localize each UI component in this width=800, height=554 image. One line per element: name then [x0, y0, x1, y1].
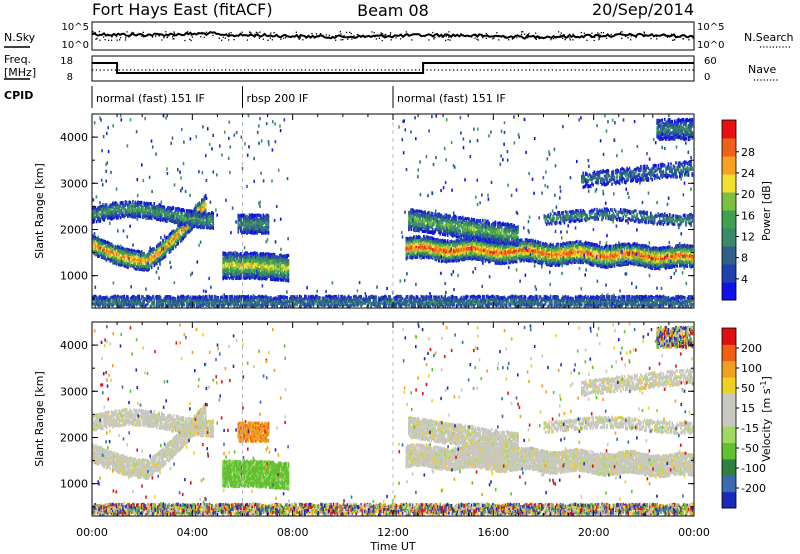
velocity-colorbar-tick-label: 50 [741, 382, 755, 395]
power-colorbar-segment [722, 282, 736, 301]
freq-tick-high: 18 [60, 56, 73, 67]
velocity-colorbar [721, 327, 739, 509]
velocity-colorbar-segment [722, 344, 736, 362]
velocity-colorbar-label: Velocity[m s-1] [759, 376, 773, 462]
beam-label: Beam 08 [357, 1, 429, 20]
power-heatmap [92, 114, 694, 308]
power-ytick-label: 2000 [60, 223, 88, 236]
time-axis-tick-label: 04:00 [176, 526, 208, 539]
power-colorbar-tick-label: 28 [741, 146, 755, 159]
power-colorbar-segment [722, 138, 736, 157]
power-ytick-label: 4000 [60, 131, 88, 144]
freq-trace [92, 62, 694, 74]
power-colorbar-segment [722, 264, 736, 283]
time-axis-tick-label: 00:00 [76, 526, 108, 539]
noise-right-tick-low: 10^0 [697, 40, 724, 51]
power-ylabel: Slant Range [km] [33, 163, 46, 259]
power-ytick-label: 3000 [60, 177, 88, 190]
noise-sky-trace [91, 31, 695, 40]
power-colorbar-segment [722, 246, 736, 265]
time-axis-tick-label: 12:00 [377, 526, 409, 539]
velocity-colorbar-segment [722, 458, 736, 476]
power-colorbar-segment [722, 174, 736, 193]
nave-label: Nave [748, 63, 776, 76]
power-colorbar-segment [722, 120, 736, 139]
velocity-colorbar-segment [722, 442, 736, 460]
power-colorbar-segment [722, 192, 736, 211]
time-axis-tick-label: 08:00 [277, 526, 309, 539]
velocity-ylabel: Slant Range [km] [33, 371, 46, 467]
time-axis-tick-label: 20:00 [578, 526, 610, 539]
velocity-colorbar-tick-label: -15 [741, 422, 759, 435]
velocity-colorbar-tick-label: -50 [741, 442, 759, 455]
time-axis-label: Time UT [369, 540, 415, 553]
velocity-colorbar-segment [722, 393, 736, 411]
noise-left-tick-low: 10^0 [62, 40, 89, 51]
noise-sky-label: N.Sky [4, 31, 36, 44]
velocity-colorbar-segment [722, 377, 736, 394]
freq-label: Freq. [4, 53, 31, 66]
time-axis-tick-label: 00:00 [678, 526, 710, 539]
cpid-label: CPID [4, 89, 33, 102]
time-axis-tick-label: 16:00 [477, 526, 509, 539]
freq-panel-frame [91, 55, 695, 82]
power-colorbar-tick-label: 12 [741, 230, 755, 243]
power-colorbar-tick-label: 4 [741, 273, 748, 286]
cpid-segment-label: normal (fast) 151 IF [397, 92, 506, 105]
freq-unit-label: [MHz] [4, 66, 36, 79]
velocity-colorbar-segment [722, 328, 736, 345]
power-colorbar-tick-label: 24 [741, 167, 755, 180]
velocity-heatmap-cells [92, 322, 694, 516]
velocity-colorbar-tick-label: 100 [741, 362, 762, 375]
power-colorbar [721, 119, 739, 301]
power-colorbar-segment [722, 210, 736, 229]
nave-tick-high: 60 [704, 56, 717, 67]
power-colorbar-tick-label: 20 [741, 188, 755, 201]
power-ytick-label: 1000 [60, 270, 88, 283]
velocity-colorbar-segment [722, 475, 736, 493]
plot-date: 20/Sep/2014 [592, 0, 694, 19]
plot-title: Fort Hays East (fitACF) [92, 0, 273, 19]
power-colorbar-segment [722, 156, 736, 175]
power-heatmap-cells [92, 114, 694, 308]
velocity-heatmap [92, 322, 694, 516]
velocity-colorbar-tick-label: 15 [741, 402, 755, 415]
velocity-colorbar-segment [722, 426, 736, 444]
noise-search-label: N.Search [744, 31, 794, 44]
power-colorbar-label: Power [dB] [760, 181, 773, 241]
nave-tick-low: 0 [704, 72, 710, 83]
noise-panel-frame [91, 21, 695, 51]
velocity-colorbar-tick-label: 200 [741, 342, 762, 355]
freq-tick-low: 8 [67, 72, 73, 83]
velocity-colorbar-segment [722, 360, 736, 378]
velocity-ytick-label: 2000 [60, 431, 88, 444]
power-colorbar-tick-label: 16 [741, 209, 755, 222]
velocity-colorbar-segment [722, 409, 736, 427]
cpid-segment-label: rbsp 200 IF [247, 92, 309, 105]
noise-left-tick-high: 10^5 [62, 22, 89, 33]
power-colorbar-segment [722, 228, 736, 247]
velocity-colorbar-segment [722, 491, 736, 509]
power-colorbar-tick-label: 8 [741, 252, 748, 265]
velocity-ytick-label: 1000 [60, 478, 88, 491]
cpid-segment-label: normal (fast) 151 IF [96, 92, 205, 105]
noise-right-tick-high: 10^5 [697, 22, 724, 33]
noise-search-dots [92, 31, 694, 42]
velocity-ytick-label: 4000 [60, 339, 88, 352]
velocity-colorbar-tick-label: -100 [741, 462, 766, 475]
velocity-colorbar-tick-label: -200 [741, 482, 766, 495]
velocity-ytick-label: 3000 [60, 385, 88, 398]
